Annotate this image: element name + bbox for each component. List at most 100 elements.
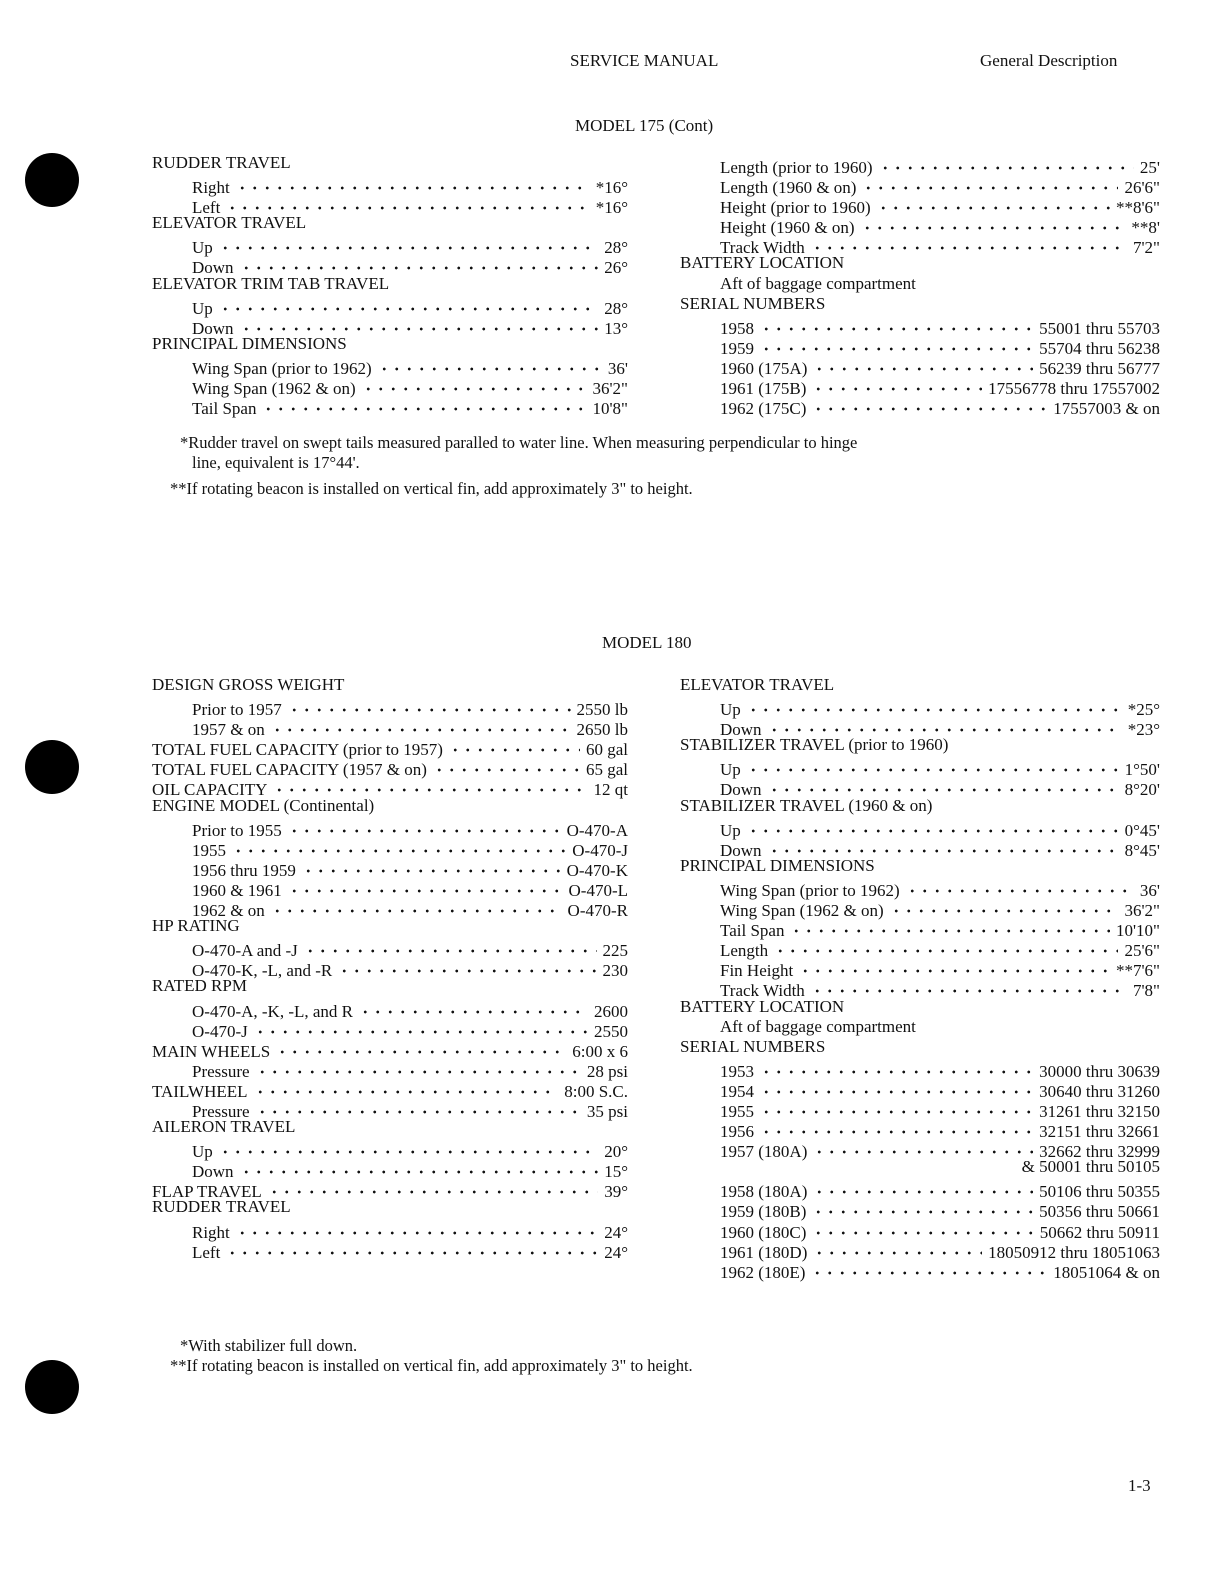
spec-label: 1957 (180A) (720, 1142, 808, 1162)
dot-leader (255, 1096, 581, 1117)
spec-label: O-470-K, -L, and -R (192, 961, 333, 981)
spec-value: 2550 (594, 1021, 628, 1041)
spec-row: Track Width 7'8" (680, 976, 1160, 1000)
spec-row: Up 28° (152, 293, 628, 318)
footnote: **If rotating beacon is installed on ver… (170, 479, 693, 498)
model-180-right-column: ELEVATOR TRAVEL Up *25° Down *23° STABILIZER … (680, 675, 1160, 1282)
spec-label: Down (720, 840, 762, 860)
spec-value: **8' (1131, 218, 1160, 238)
spec-row: 1961 (175B) 17556778 thru 17557002 (680, 374, 1160, 398)
spec-row: 1958 (180A) 50106 thru 50355 (680, 1177, 1160, 1201)
spec-row: Wing Span (1962 & on) 36'2" (152, 374, 628, 398)
spec-label: 1961 (180D) (720, 1242, 808, 1262)
spec-heading: PRINCIPAL DIMENSIONS (680, 856, 1160, 876)
dot-leader (287, 815, 561, 836)
spec-label: Down (192, 1162, 234, 1182)
spec-value: 1°50' (1124, 760, 1160, 780)
spec-value: 225 (602, 941, 629, 961)
spec-value: 8°20' (1124, 780, 1160, 800)
spec-label: 1961 (175B) (720, 379, 807, 399)
spec-label: Right (192, 178, 230, 198)
spec-value: 32151 thru 32661 (1039, 1122, 1160, 1142)
footnote: *Rudder travel on swept tails measured p… (180, 433, 858, 452)
spec-row: TOTAL FUEL CAPACITY (prior to 1957) 60 ga… (152, 735, 628, 759)
spec-row: 1953 30000 thru 30639 (680, 1056, 1160, 1081)
spec-label: Track Width (720, 238, 805, 258)
spec-label: RUDDER TRAVEL (152, 153, 291, 172)
spec-label: Up (192, 298, 213, 318)
spec-heading: STABILIZER TRAVEL (1960 & on) (680, 796, 1160, 816)
spec-row: TOTAL FUEL CAPACITY (1957 & on) 65 gal (152, 755, 628, 779)
spec-value: 31261 thru 32150 (1039, 1101, 1160, 1121)
spec-label: STABILIZER TRAVEL (1960 & on) (680, 795, 933, 815)
spec-row: Fin Height **7'6" (680, 956, 1160, 980)
spec-value: 17557003 & on (1053, 399, 1160, 419)
spec-row: Down 13° (152, 313, 628, 338)
spec-row: Wing Span (prior to 1962) 36' (152, 353, 628, 378)
dot-leader (767, 715, 1122, 736)
spec-value: *23° (1127, 720, 1160, 740)
dot-leader (239, 1157, 599, 1178)
spec-label: PRINCIPAL DIMENSIONS (152, 333, 347, 353)
spec-value: *16° (595, 178, 628, 198)
spec-label: 1958 (180A) (720, 1182, 808, 1202)
spec-label: 1962 (180E) (720, 1262, 806, 1282)
spec-heading: ELEVATOR TRIM TAB TRAVEL (152, 274, 628, 294)
dot-leader (889, 896, 1119, 917)
spec-row: Wing Span (1962 & on) 36'2" (680, 896, 1160, 920)
spec-value: 28 psi (586, 1061, 628, 1081)
spec-value: 24° (604, 1222, 628, 1242)
spec-row: 1960 (175A) 56239 thru 56777 (680, 353, 1160, 378)
spec-value: 50356 thru 50661 (1039, 1202, 1160, 1222)
spec-value: 2600 (594, 1001, 628, 1021)
dot-leader (812, 374, 983, 395)
spec-value: 17556778 thru 17557002 (988, 379, 1160, 399)
spec-label: STABILIZER TRAVEL (prior to 1960) (680, 735, 949, 755)
spec-label: Fin Height (720, 961, 794, 981)
dot-leader (267, 1177, 599, 1198)
model-175-title: MODEL 175 (Cont) (575, 116, 714, 135)
spec-value: 30000 thru 30639 (1039, 1061, 1160, 1081)
spec-heading: Aft of baggage compartment (680, 274, 1160, 294)
dot-leader (746, 815, 1119, 836)
spec-value: 20° (604, 1142, 628, 1162)
spec-label: O-470-A, -K, -L, and R (192, 1001, 353, 1021)
spec-heading: SERIAL NUMBERS (680, 294, 1160, 314)
model-175-left-column: RUDDER TRAVEL Right *16° Left *16° ELEVATOR T… (152, 153, 628, 418)
dot-leader (232, 835, 567, 856)
spec-row: Up 0°45' (680, 815, 1160, 840)
spec-label: BATTERY LOCATION (680, 253, 845, 273)
spec-label: ELEVATOR TRAVEL (152, 213, 307, 233)
spec-row: Down 26° (152, 253, 628, 277)
spec-value: 18050912 thru 18051063 (988, 1242, 1160, 1262)
spec-label: Aft of baggage compartment (720, 273, 916, 293)
spec-value: O-470-J (572, 840, 628, 860)
dot-leader (760, 333, 1034, 354)
spec-label: ENGINE MODEL (Continental) (152, 795, 375, 815)
dot-leader (811, 1257, 1048, 1278)
dot-leader (253, 1016, 588, 1037)
spec-label: Up (720, 820, 741, 840)
spec-label: Prior to 1957 (192, 700, 282, 720)
spec-label: 1955 (192, 840, 226, 860)
dot-leader (878, 153, 1134, 173)
spec-label: 1954 (720, 1081, 754, 1101)
spec-label: 1956 thru 1959 (192, 860, 296, 880)
spec-value: 25'6" (1124, 941, 1160, 961)
spec-label: Height (1960 & on) (720, 218, 855, 238)
spec-value: 30640 thru 31260 (1039, 1081, 1160, 1101)
binder-hole (25, 1360, 79, 1414)
spec-label: Length (720, 941, 769, 961)
spec-value: 50106 thru 50355 (1039, 1182, 1160, 1202)
spec-heading: ENGINE MODEL (Continental) (152, 796, 628, 816)
dot-leader (287, 695, 571, 716)
spec-value: *16° (595, 198, 628, 218)
spec-label: ELEVATOR TRAVEL (680, 675, 835, 694)
spec-value: 55704 thru 56238 (1039, 338, 1160, 358)
dot-leader (812, 1197, 1034, 1218)
spec-value: 36' (1139, 880, 1160, 900)
spec-row: 1958 55001 thru 55703 (680, 313, 1160, 338)
spec-value: 12 qt (593, 780, 628, 800)
spec-value: 6:00 x 6 (572, 1041, 628, 1061)
dot-leader (218, 233, 599, 254)
